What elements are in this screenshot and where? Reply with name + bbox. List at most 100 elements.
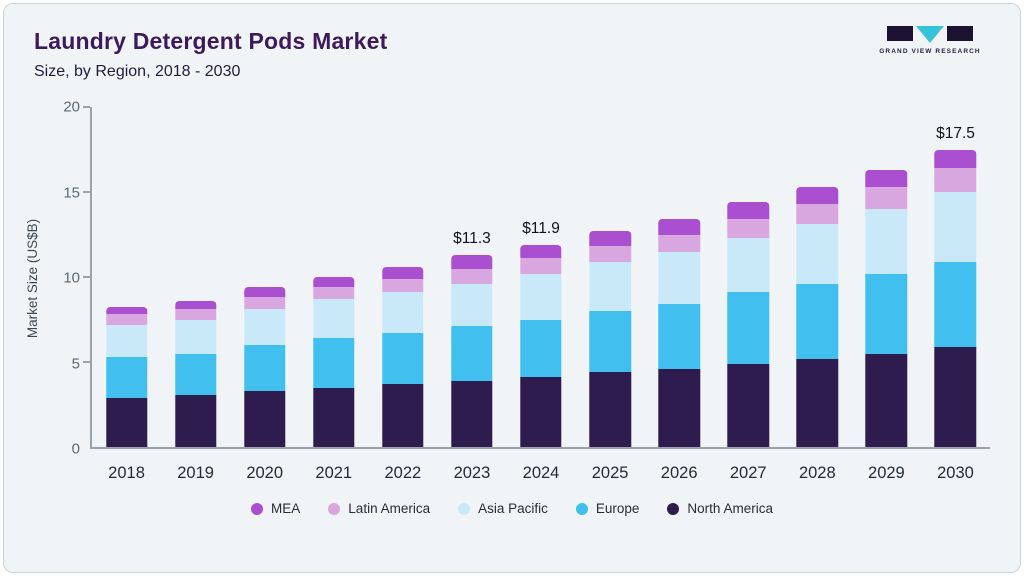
bar-segment-asia-pacific bbox=[934, 192, 977, 262]
bar-segment-latin-america bbox=[313, 287, 355, 300]
bar-column: 2020 bbox=[230, 107, 299, 482]
bar-segment-latin-america bbox=[865, 186, 908, 210]
y-tick-mark bbox=[83, 191, 90, 193]
logo-left-block bbox=[887, 26, 913, 41]
bar-segment-asia-pacific bbox=[658, 251, 700, 305]
bar-segment-north-america bbox=[934, 346, 977, 447]
y-tick-mark bbox=[83, 361, 90, 363]
grand-view-research-logo: GRAND VIEW RESEARCH bbox=[878, 26, 982, 55]
bar-stack bbox=[451, 107, 493, 447]
x-axis-label: 2028 bbox=[798, 464, 836, 482]
bar-stack bbox=[174, 107, 217, 447]
bar-stack bbox=[865, 107, 908, 447]
bar-segment-latin-america bbox=[727, 219, 769, 238]
bar-segment-europe bbox=[451, 326, 493, 381]
bar-segment-latin-america bbox=[382, 278, 424, 293]
bar-segment-north-america bbox=[174, 395, 217, 447]
legend-item-europe: Europe bbox=[575, 501, 639, 516]
bar-segment-europe bbox=[865, 273, 908, 354]
bar-segment-asia-pacific bbox=[382, 292, 424, 334]
x-axis-label: 2019 bbox=[177, 464, 214, 482]
bar-segment-mea bbox=[589, 231, 631, 247]
x-axis-label: 2021 bbox=[315, 464, 353, 482]
legend-color-dot bbox=[328, 502, 341, 515]
bar-segment-mea bbox=[658, 219, 700, 235]
bar-segment-mea bbox=[865, 169, 908, 187]
bar-segment-mea bbox=[382, 266, 424, 279]
bar-segment-north-america bbox=[520, 377, 562, 447]
bar-segment-europe bbox=[658, 304, 700, 369]
bar-segment-europe bbox=[105, 356, 148, 398]
bar-segment-mea bbox=[796, 186, 839, 204]
bar-segment-mea bbox=[174, 300, 217, 310]
bar-column: 2025 bbox=[576, 107, 645, 482]
bar-column: 2018 bbox=[92, 107, 161, 482]
bar-segment-latin-america bbox=[105, 314, 148, 325]
logo-text: GRAND VIEW RESEARCH bbox=[879, 48, 981, 55]
chart-card: Laundry Detergent Pods Market Size, by R… bbox=[3, 3, 1021, 573]
bar-stack bbox=[658, 107, 700, 447]
x-axis-label: 2026 bbox=[660, 464, 698, 482]
y-tick-label: 10 bbox=[63, 269, 80, 287]
bar-segment-europe bbox=[382, 333, 424, 385]
y-axis: 0 5 10 15 20 bbox=[46, 99, 90, 458]
bar-stack bbox=[796, 107, 839, 447]
bar-segment-north-america bbox=[589, 372, 631, 447]
legend-color-dot bbox=[251, 502, 264, 515]
bar-segment-asia-pacific bbox=[865, 209, 908, 274]
bar-stack bbox=[105, 107, 148, 447]
bar-segment-mea bbox=[451, 254, 493, 269]
legend-color-dot bbox=[575, 502, 588, 515]
y-tick-label: 15 bbox=[63, 184, 80, 201]
logo-triangle-icon bbox=[916, 26, 944, 43]
legend-label: MEA bbox=[271, 501, 301, 516]
bar-segment-europe bbox=[520, 319, 562, 378]
y-axis-title-column: Market Size (US$B) bbox=[20, 107, 46, 449]
x-axis-label: 2030 bbox=[937, 464, 974, 482]
bar-stack bbox=[589, 107, 631, 447]
legend-color-dot bbox=[667, 502, 680, 515]
bar-segment-europe bbox=[796, 283, 839, 359]
y-tick-mark bbox=[83, 106, 90, 108]
bar-segment-north-america bbox=[658, 368, 700, 447]
legend-item-latin-america: Latin America bbox=[328, 501, 430, 516]
bar-segment-latin-america bbox=[243, 297, 286, 310]
bar-segment-europe bbox=[934, 261, 977, 347]
x-axis-label: 2024 bbox=[522, 464, 560, 482]
x-axis-label: 2018 bbox=[108, 464, 145, 482]
y-axis-title: Market Size (US$B) bbox=[25, 218, 41, 338]
bar-segment-mea bbox=[520, 244, 562, 259]
bar-segment-north-america bbox=[313, 387, 355, 447]
chart-area: Market Size (US$B) 0 5 10 15 20 2018 2019 2020… bbox=[20, 99, 990, 482]
bar-segment-asia-pacific bbox=[589, 261, 631, 312]
bar-segment-north-america bbox=[105, 397, 148, 447]
bar-segment-asia-pacific bbox=[727, 237, 769, 293]
bar-segment-europe bbox=[589, 311, 631, 373]
bar-stack bbox=[313, 107, 355, 447]
bar-segment-latin-america bbox=[589, 246, 631, 262]
bar-segment-mea bbox=[243, 287, 286, 298]
header: Laundry Detergent Pods Market Size, by R… bbox=[4, 4, 1020, 81]
bar-segment-latin-america bbox=[934, 168, 977, 193]
bar-column: 2022 bbox=[368, 107, 437, 482]
bar-segment-mea bbox=[313, 277, 355, 288]
bar-segment-latin-america bbox=[658, 234, 700, 252]
bar-value-label: $17.5 bbox=[936, 124, 975, 142]
bar-stack bbox=[520, 107, 562, 447]
legend-label: Latin America bbox=[348, 501, 431, 516]
plot-area: 2018 2019 2020 2021 2022 $11.3 2023 $11.9 2024 20… bbox=[83, 106, 990, 482]
bar-column: 2021 bbox=[299, 107, 368, 482]
page-subtitle: Size, by Region, 2018 - 2030 bbox=[34, 63, 241, 80]
bar-segment-europe bbox=[243, 345, 286, 391]
bar-segment-north-america bbox=[243, 390, 286, 447]
bar-segment-europe bbox=[313, 338, 355, 388]
bar-stack bbox=[727, 107, 769, 447]
bar-segment-north-america bbox=[382, 384, 424, 447]
legend-item-mea: MEA bbox=[251, 501, 300, 516]
page-title: Laundry Detergent Pods Market bbox=[34, 28, 388, 54]
bar-segment-asia-pacific bbox=[451, 283, 493, 327]
bar-segment-latin-america bbox=[520, 258, 562, 274]
bar-segment-europe bbox=[174, 353, 217, 396]
bar-column: 2028 bbox=[783, 107, 852, 482]
bar-segment-asia-pacific bbox=[313, 299, 355, 339]
